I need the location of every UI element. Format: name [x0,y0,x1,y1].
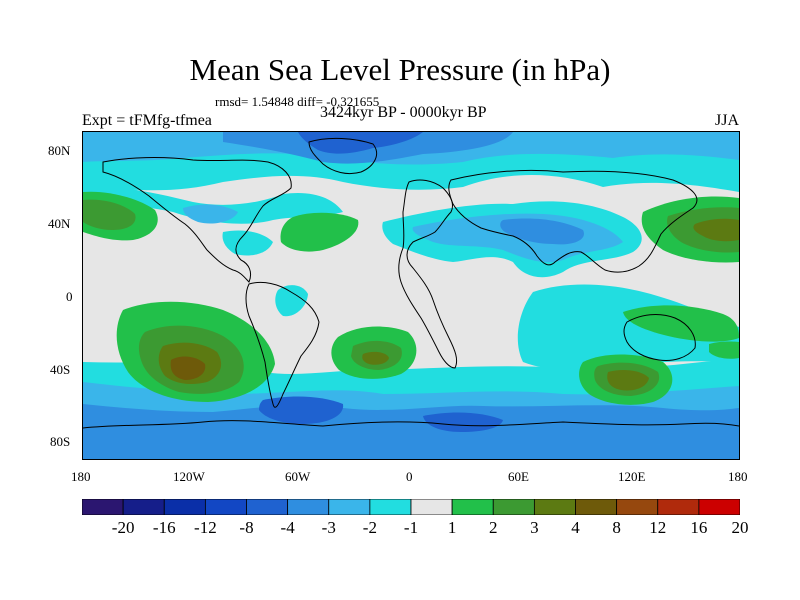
colorbar-swatch [122,499,165,515]
lat-label-40n: 40N [48,216,71,231]
colorbar-swatch [246,499,289,515]
colorbar-label: -12 [194,518,217,537]
map-title: Mean Sea Level Pressure (in hPa) [189,52,611,87]
lon-label-180-east: 180 [728,469,748,484]
colorbar-label: 3 [530,518,539,537]
colorbar-label: 12 [649,518,667,537]
south-pacific-high-core [170,356,206,380]
colorbar-swatch [533,499,576,515]
asia-blue-low [500,218,584,245]
colorbar-swatch [328,499,371,515]
colorbar-swatch [163,499,206,515]
colorbar-swatch [82,499,124,515]
colorbar-swatch [616,499,659,515]
colorbar-swatch [287,499,330,515]
south-america-coastline [245,281,320,408]
colorbar-swatch [204,499,247,515]
lat-label-80s: 80S [50,434,71,449]
colorbar-label: 8 [612,518,621,537]
colorbar-label: -4 [280,518,295,537]
greenland-dark-low [298,132,423,154]
antarctica-coastline [83,420,739,429]
colorbar [82,499,740,515]
lat-label-80n: 80N [48,143,71,158]
colorbar-label: -8 [239,518,254,537]
europe-africa-coastline [398,179,458,369]
colorbar-label: 20 [731,518,749,537]
south-pacific-far-east-high [709,341,739,359]
colorbar-swatch [451,499,494,515]
colorbar-swatch [698,499,740,515]
asia-coastline [448,169,698,273]
colorbar-swatch [369,499,412,515]
map-canvas [83,132,739,459]
coastlines [83,137,739,429]
lon-label-60e: 60E [508,469,529,484]
colorbar-label: -2 [362,518,377,537]
tropical-east-pacific-cyan [275,285,308,317]
north-pacific-high-east-core [693,218,739,242]
period-label: 3424kyr BP - 0000kyr BP [320,104,487,121]
southern-blue-belt [83,404,739,459]
north-america-low-cyan [222,230,273,256]
southern-darkblue-low-2 [423,412,503,432]
rmsd-diff-stats: rmsd= 1.54848 diff= -0.321655 [215,94,380,109]
greenland-coastline [308,137,377,175]
colorbar-swatches [82,499,740,515]
colorbar-swatch [575,499,618,515]
colorbar-label: -1 [403,518,419,537]
season-label: JJA [715,112,740,129]
lon-label-120e: 120E [618,469,646,484]
colorbar-swatch [657,499,700,515]
north-america-coastline [102,157,292,283]
colorbar-label: -3 [321,518,336,537]
north-pacific-lightblue [183,204,238,224]
lat-label-0: 0 [66,289,73,304]
lon-label-180-west: 180 [71,469,91,484]
colorbar-label: 4 [571,518,580,537]
experiment-label: Expt = tFMfg-tfmea [82,112,212,129]
pressure-map [82,131,740,460]
south-indian-high-core [607,370,649,391]
lat-label-40s: 40S [50,362,71,377]
colorbar-swatch [492,499,535,515]
southern-darkblue-low [259,396,344,424]
colorbar-swatch [410,499,453,515]
lon-label-0: 0 [406,469,413,484]
colorbar-label: 16 [690,518,708,537]
lon-label-60w: 60W [285,469,311,484]
north-pacific-high-west-core [83,199,136,230]
lon-label-120w: 120W [173,469,205,484]
south-atlantic-high-core [362,351,389,365]
atlantic-high [280,212,359,252]
colorbar-label: 1 [447,518,457,537]
australia-coastline [623,314,696,361]
colorbar-label: -16 [152,518,176,537]
colorbar-label: -20 [111,518,135,537]
indian-ocean-cyan [517,284,739,370]
colorbar-label: 2 [489,518,498,537]
